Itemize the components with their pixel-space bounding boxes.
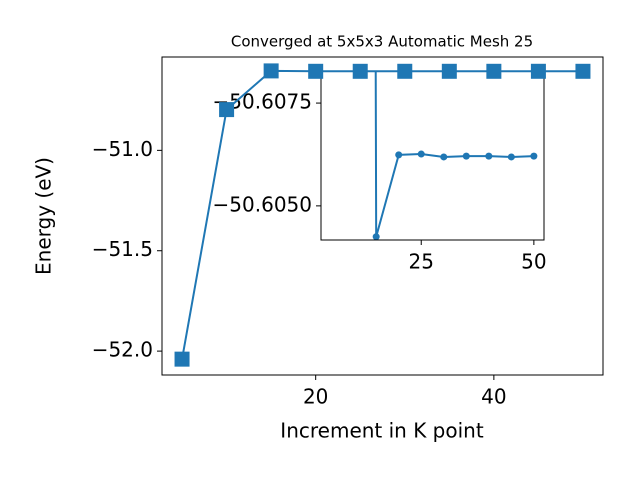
point (575, 63, 591, 79)
inset-y-tick-label: −50.6050 (213, 192, 312, 216)
inset-x-tick-label: 25 (409, 250, 434, 274)
line (181, 69, 583, 360)
point (397, 63, 413, 79)
point (530, 63, 546, 79)
point (352, 63, 368, 79)
inset-point (417, 150, 425, 158)
point (441, 63, 457, 79)
point (219, 102, 235, 118)
point (263, 63, 279, 79)
y-axis-label: Energy (eV) (32, 157, 56, 275)
inset-point (530, 152, 538, 160)
inset-series (372, 71, 538, 240)
inset-point (507, 153, 515, 161)
x-tick-label: 20 (303, 385, 328, 409)
inset-point (372, 233, 380, 240)
inset-point (440, 153, 448, 161)
point (308, 63, 324, 79)
y-tick-label: −52.0 (92, 338, 153, 362)
inset-line (374, 71, 534, 237)
inset-point (395, 151, 403, 159)
y-tick-label: −51.5 (92, 237, 153, 261)
plot-area (161, 56, 604, 376)
inset-point (462, 152, 470, 160)
y-tick-label: −51.0 (92, 137, 153, 161)
inset-point (485, 152, 493, 160)
x-tick-label: 40 (481, 385, 506, 409)
chart-title: Converged at 5x5x3 Automatic Mesh 25 (231, 33, 533, 51)
point (174, 351, 190, 367)
point (486, 63, 502, 79)
inset-x-tick-label: 50 (521, 250, 546, 274)
x-axis-label: Increment in K point (280, 419, 484, 443)
